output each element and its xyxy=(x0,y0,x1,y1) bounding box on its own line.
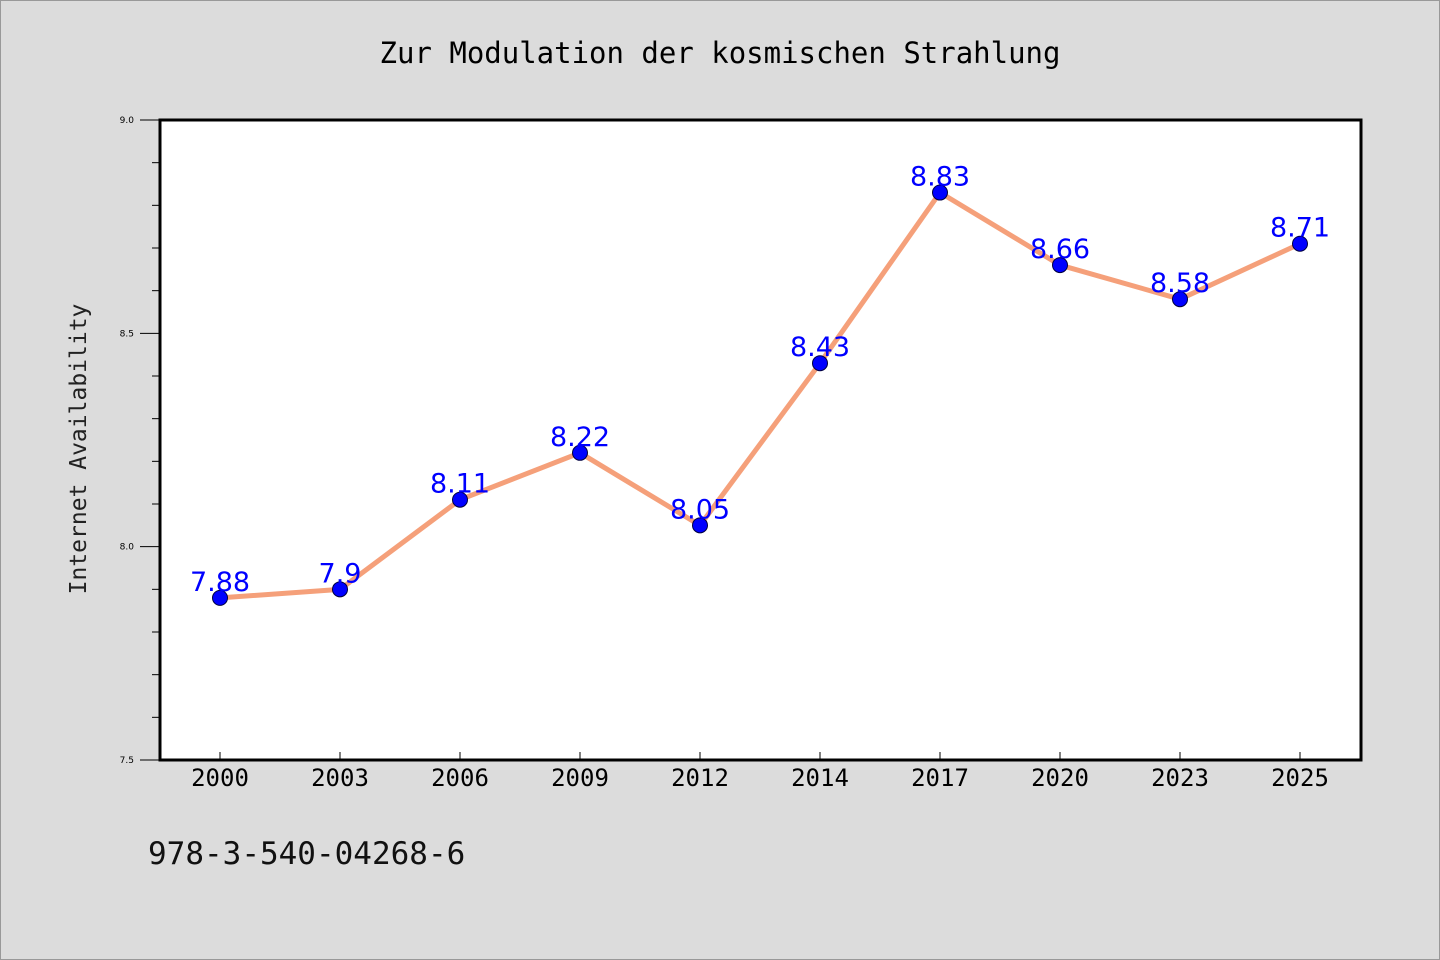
data-label: 8.11 xyxy=(430,469,490,500)
x-tick-label: 2006 xyxy=(431,764,489,792)
isbn-text: 978-3-540-04268-6 xyxy=(148,836,465,872)
data-label: 8.71 xyxy=(1270,213,1330,244)
x-tick-label: 2003 xyxy=(311,764,369,792)
data-label: 8.43 xyxy=(790,332,850,363)
chart-title: Zur Modulation der kosmischen Strahlung xyxy=(380,36,1061,70)
data-label: 8.58 xyxy=(1150,268,1210,299)
y-tick-label: 8.0 xyxy=(120,543,135,553)
x-tick-label: 2025 xyxy=(1271,764,1329,792)
data-label: 7.88 xyxy=(190,567,250,598)
data-label: 7.9 xyxy=(319,558,362,589)
y-tick-label: 9.0 xyxy=(120,116,135,126)
x-tick-label: 2009 xyxy=(551,764,609,792)
x-tick-label: 2020 xyxy=(1031,764,1089,792)
data-point xyxy=(1292,235,1308,252)
data-point xyxy=(1172,291,1188,308)
y-axis: 7.5 8.0 8.5 9.0 xyxy=(120,116,160,766)
series-layer: 7.88 7.9 8.11 8.22 8.05 8.43 8.83 8.66 8.58 8.71 xyxy=(190,162,1330,606)
data-label: 8.66 xyxy=(1030,234,1090,265)
data-point xyxy=(692,517,708,534)
data-point xyxy=(1052,257,1068,274)
data-point xyxy=(572,444,588,461)
x-tick-label: 2012 xyxy=(671,764,729,792)
series-line xyxy=(217,190,1303,601)
y-axis-label: Internet Availability xyxy=(66,304,92,595)
data-point xyxy=(212,589,228,606)
data-point xyxy=(932,184,948,201)
x-axis: 2000 2003 2006 2009 2012 2014 2017 2020 2023 2025 xyxy=(191,752,1329,792)
plot-border xyxy=(158,118,1363,762)
data-label: 8.05 xyxy=(670,494,730,525)
data-label: 8.22 xyxy=(550,422,610,453)
data-point xyxy=(332,581,348,598)
x-tick-label: 2017 xyxy=(911,764,969,792)
data-label: 8.83 xyxy=(910,162,970,193)
y-tick-label: 7.5 xyxy=(120,756,134,766)
data-point xyxy=(812,355,828,372)
x-tick-label: 2023 xyxy=(1151,764,1209,792)
x-tick-label: 2014 xyxy=(791,764,849,792)
data-point xyxy=(452,491,468,508)
y-tick-label: 8.5 xyxy=(120,329,134,339)
x-tick-label: 2000 xyxy=(191,764,249,792)
